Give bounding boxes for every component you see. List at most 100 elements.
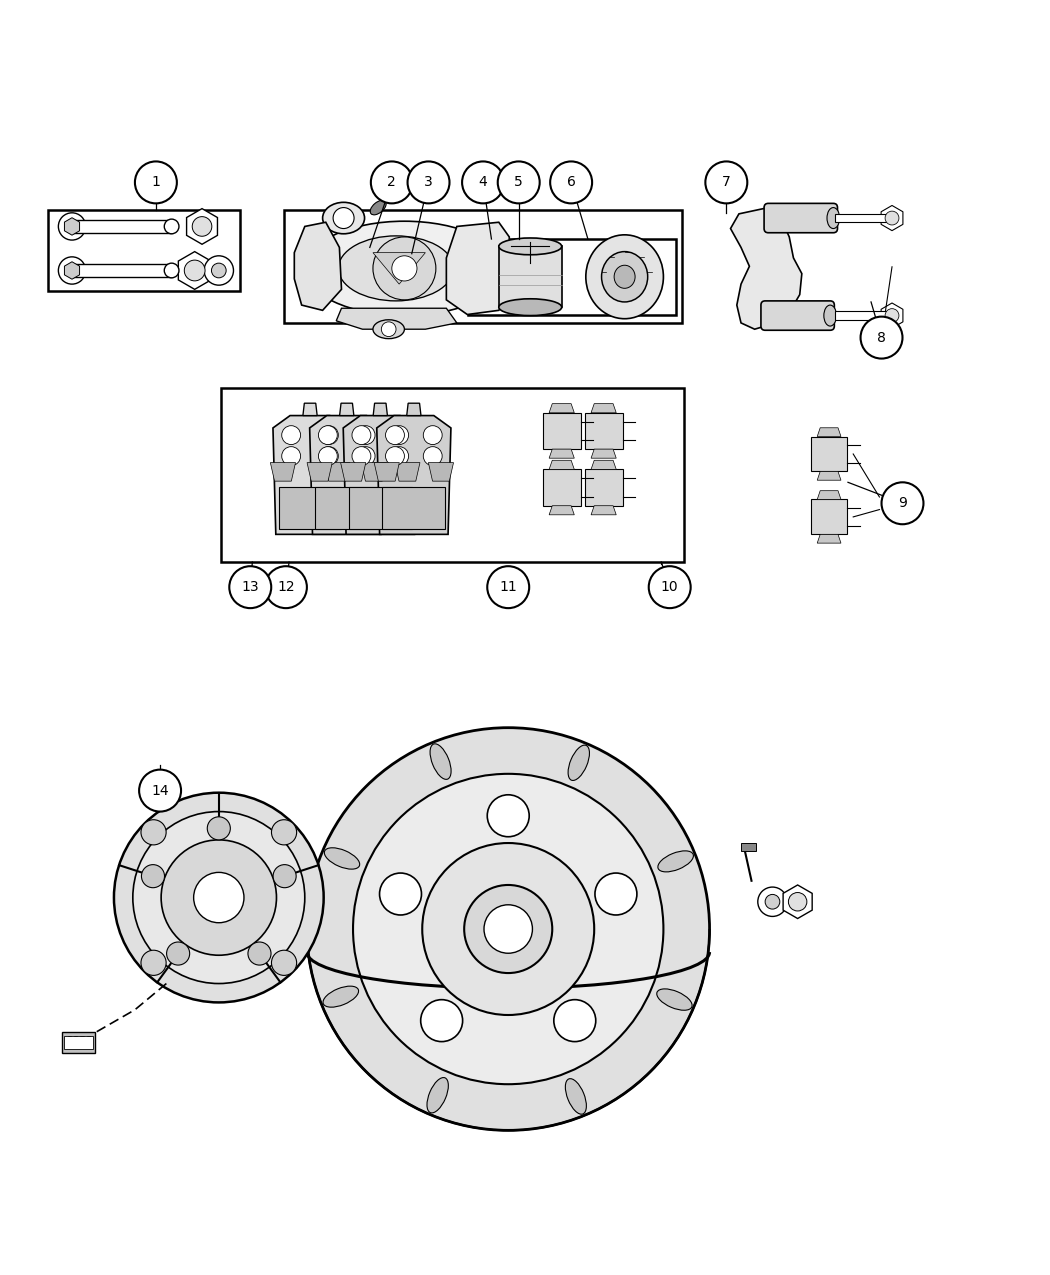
Polygon shape (187, 209, 217, 245)
Text: 3: 3 (424, 176, 433, 190)
Ellipse shape (499, 298, 562, 316)
Ellipse shape (304, 221, 504, 316)
Bar (48, 209, 239, 292)
Ellipse shape (565, 1079, 586, 1114)
Circle shape (765, 894, 780, 909)
Circle shape (462, 162, 504, 204)
Text: 7: 7 (722, 176, 731, 190)
Circle shape (114, 793, 323, 1002)
Text: 8: 8 (877, 330, 886, 344)
Polygon shape (543, 469, 581, 506)
Text: 2: 2 (387, 176, 396, 190)
Polygon shape (817, 428, 841, 436)
Circle shape (229, 566, 271, 608)
Polygon shape (446, 222, 509, 315)
Ellipse shape (323, 986, 359, 1007)
Circle shape (307, 728, 710, 1131)
Polygon shape (374, 463, 399, 481)
FancyBboxPatch shape (761, 301, 835, 330)
Ellipse shape (427, 1077, 448, 1113)
Polygon shape (324, 463, 350, 481)
Polygon shape (817, 491, 841, 500)
Ellipse shape (371, 200, 386, 215)
Circle shape (484, 905, 532, 954)
Text: 10: 10 (660, 580, 678, 594)
Circle shape (333, 208, 354, 228)
Circle shape (487, 794, 529, 836)
Ellipse shape (824, 305, 837, 326)
Circle shape (272, 950, 297, 975)
Circle shape (373, 237, 436, 300)
Circle shape (789, 892, 806, 910)
Ellipse shape (656, 989, 692, 1010)
Polygon shape (549, 506, 574, 515)
Circle shape (319, 426, 338, 445)
Polygon shape (339, 403, 354, 416)
Circle shape (185, 260, 205, 280)
Polygon shape (549, 449, 574, 458)
Polygon shape (783, 885, 812, 918)
Ellipse shape (614, 265, 635, 288)
Bar (836, 311, 886, 320)
Bar (836, 214, 886, 222)
Circle shape (352, 446, 371, 465)
Bar (64, 1037, 93, 1048)
Circle shape (164, 219, 179, 233)
Circle shape (553, 1000, 595, 1042)
Text: 9: 9 (898, 496, 907, 510)
Text: 4: 4 (479, 176, 487, 190)
Polygon shape (270, 463, 295, 481)
Ellipse shape (602, 251, 648, 302)
Ellipse shape (430, 743, 452, 779)
Circle shape (464, 885, 552, 973)
Polygon shape (395, 463, 420, 481)
Polygon shape (377, 416, 450, 534)
Polygon shape (382, 487, 445, 529)
Polygon shape (361, 463, 386, 481)
Polygon shape (817, 472, 841, 481)
Polygon shape (278, 487, 341, 529)
Ellipse shape (324, 848, 360, 870)
Circle shape (381, 321, 396, 337)
Circle shape (192, 217, 212, 236)
Circle shape (59, 256, 86, 284)
Circle shape (281, 446, 300, 465)
Polygon shape (64, 261, 80, 279)
Polygon shape (543, 413, 581, 449)
Circle shape (758, 887, 788, 917)
Circle shape (356, 426, 375, 445)
Polygon shape (178, 251, 211, 289)
Polygon shape (812, 436, 847, 472)
Polygon shape (881, 205, 903, 231)
Circle shape (390, 426, 408, 445)
Circle shape (385, 446, 404, 465)
Circle shape (59, 213, 86, 240)
Circle shape (423, 446, 442, 465)
Circle shape (595, 873, 637, 915)
Circle shape (167, 942, 190, 965)
Circle shape (422, 843, 594, 1015)
Circle shape (139, 770, 181, 812)
Polygon shape (373, 252, 425, 284)
Text: 5: 5 (514, 176, 523, 190)
Circle shape (352, 426, 371, 445)
Circle shape (371, 162, 413, 204)
FancyBboxPatch shape (764, 204, 838, 233)
Polygon shape (349, 487, 412, 529)
Circle shape (141, 820, 166, 845)
Ellipse shape (499, 238, 562, 255)
Circle shape (161, 840, 276, 955)
Ellipse shape (373, 320, 404, 339)
Bar (499, 246, 562, 307)
Circle shape (421, 1000, 463, 1042)
Circle shape (211, 263, 226, 278)
Polygon shape (591, 460, 616, 469)
Polygon shape (315, 487, 378, 529)
Text: 12: 12 (277, 580, 295, 594)
Ellipse shape (658, 850, 693, 872)
Ellipse shape (338, 236, 454, 301)
Circle shape (353, 774, 664, 1084)
Circle shape (882, 482, 923, 524)
Polygon shape (343, 416, 417, 534)
Circle shape (356, 446, 375, 465)
